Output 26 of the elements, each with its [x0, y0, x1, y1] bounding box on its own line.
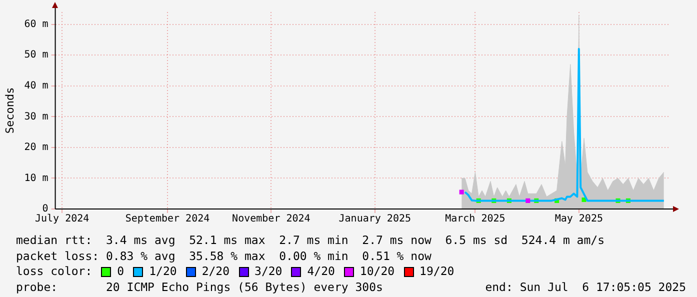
- y-tick-label: 30 m: [24, 111, 48, 122]
- text: median rtt: 3.4 ms avg 52.1 ms max 2.7 ms min 2.7 ms now 6.5 ms sd 524.4 m am/s: [16, 233, 606, 248]
- legend-label: 0: [117, 264, 124, 280]
- x-tick-label: July 2024: [34, 214, 90, 225]
- y-tick-label: 20 m: [24, 142, 48, 154]
- x-tick-label: January 2025: [338, 214, 412, 225]
- text: probe: 20 ICMP Echo Pings (56 Bytes) every 300s: [16, 280, 383, 295]
- legend-label: 19/20: [420, 264, 454, 280]
- legend-label: 4/20: [307, 264, 335, 280]
- x-tick-label: May 2025: [554, 214, 603, 225]
- legend-label: 2/20: [202, 264, 230, 280]
- y-tick-label: 10 m: [24, 172, 48, 184]
- y-axis-title: Seconds: [3, 87, 16, 134]
- y-tick-label: 60 m: [24, 18, 48, 30]
- x-tick-label: March 2025: [445, 214, 506, 225]
- x-tick-label: September 2024: [125, 214, 210, 225]
- x-tick-label: November 2024: [232, 214, 310, 225]
- text: packet loss: 0.83 % avg 35.58 % max 0.00 % min 0.51 % now: [16, 248, 432, 264]
- legend-label: 10/20: [360, 264, 395, 280]
- y-tick-label: 0: [42, 204, 48, 215]
- y-tick-label: 40 m: [24, 80, 48, 92]
- y-tick-label: 50 m: [24, 50, 48, 61]
- legend-title: loss color:: [16, 264, 92, 280]
- text: end: Sun Jul 6 17:05:05 2025: [485, 280, 686, 295]
- legend-label: 1/20: [149, 264, 177, 280]
- legend-label: 3/20: [254, 264, 282, 280]
